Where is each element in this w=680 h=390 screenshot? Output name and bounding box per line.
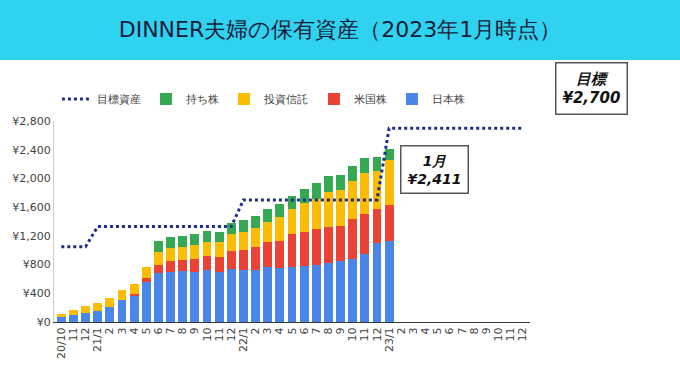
svg-text:5: 5 bbox=[286, 327, 299, 334]
svg-text:11: 11 bbox=[67, 327, 80, 341]
svg-text:11: 11 bbox=[504, 327, 517, 341]
svg-text:2: 2 bbox=[103, 327, 116, 334]
svg-text:¥0: ¥0 bbox=[37, 316, 51, 329]
svg-text:12: 12 bbox=[79, 327, 92, 341]
svg-text:¥1,600: ¥1,600 bbox=[12, 201, 51, 214]
svg-text:1月¥2,411: 1月¥2,411 bbox=[408, 153, 462, 187]
svg-text:3: 3 bbox=[261, 327, 274, 334]
svg-text:4: 4 bbox=[128, 327, 141, 334]
svg-text:3: 3 bbox=[407, 327, 420, 334]
svg-text:5: 5 bbox=[431, 327, 444, 334]
svg-text:¥2,000: ¥2,000 bbox=[12, 172, 51, 185]
svg-text:22/1: 22/1 bbox=[237, 327, 250, 352]
svg-text:9: 9 bbox=[480, 327, 493, 334]
svg-text:7: 7 bbox=[164, 327, 177, 334]
svg-text:4: 4 bbox=[419, 327, 432, 334]
svg-text:11: 11 bbox=[358, 327, 371, 341]
svg-text:6: 6 bbox=[443, 327, 456, 334]
svg-text:21/1: 21/1 bbox=[91, 327, 104, 352]
svg-text:11: 11 bbox=[213, 327, 226, 341]
svg-text:8: 8 bbox=[322, 327, 335, 334]
svg-text:12: 12 bbox=[371, 327, 384, 341]
svg-text:10: 10 bbox=[492, 327, 505, 341]
svg-text:9: 9 bbox=[188, 327, 201, 334]
svg-text:目標資産: 目標資産 bbox=[97, 93, 141, 106]
svg-text:¥2,400: ¥2,400 bbox=[12, 144, 51, 157]
svg-text:20/10: 20/10 bbox=[55, 327, 68, 359]
svg-text:7: 7 bbox=[456, 327, 469, 334]
svg-text:12: 12 bbox=[225, 327, 238, 341]
svg-text:6: 6 bbox=[298, 327, 311, 334]
svg-text:7: 7 bbox=[310, 327, 323, 334]
svg-text:持ち株: 持ち株 bbox=[186, 93, 219, 106]
svg-text:8: 8 bbox=[468, 327, 481, 334]
svg-text:日本株: 日本株 bbox=[432, 93, 465, 106]
svg-text:米国株: 米国株 bbox=[354, 93, 387, 106]
svg-text:3: 3 bbox=[116, 327, 129, 334]
svg-text:目標¥2,700: 目標¥2,700 bbox=[563, 70, 621, 108]
svg-text:5: 5 bbox=[140, 327, 153, 334]
svg-text:10: 10 bbox=[201, 327, 214, 341]
svg-text:23/1: 23/1 bbox=[383, 327, 396, 352]
svg-text:8: 8 bbox=[176, 327, 189, 334]
svg-text:12: 12 bbox=[516, 327, 529, 341]
svg-text:2: 2 bbox=[395, 327, 408, 334]
html-text:DINNER夫婦の保有資産（2023年1月時点）: DINNER夫婦の保有資産（2023年1月時点） bbox=[118, 17, 562, 42]
svg-text:投資信託: 投資信託 bbox=[263, 93, 308, 106]
svg-text:¥400: ¥400 bbox=[23, 287, 51, 300]
svg-text:6: 6 bbox=[152, 327, 165, 334]
svg-text:4: 4 bbox=[273, 327, 286, 334]
svg-text:9: 9 bbox=[334, 327, 347, 334]
svg-text:10: 10 bbox=[346, 327, 359, 341]
svg-text:¥800: ¥800 bbox=[23, 258, 51, 271]
svg-text:2: 2 bbox=[249, 327, 262, 334]
svg-text:¥1,200: ¥1,200 bbox=[12, 230, 51, 243]
svg-text:¥2,800: ¥2,800 bbox=[12, 115, 51, 128]
